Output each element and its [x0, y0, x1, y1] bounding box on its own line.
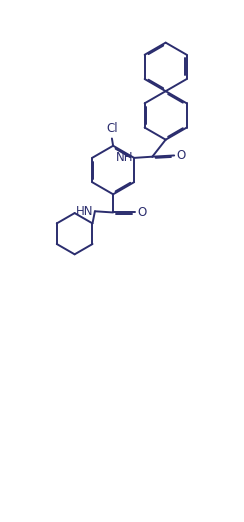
Text: O: O [176, 149, 185, 162]
Text: O: O [137, 206, 146, 219]
Text: NH: NH [115, 151, 133, 164]
Text: Cl: Cl [106, 122, 118, 135]
Text: HN: HN [76, 205, 94, 218]
